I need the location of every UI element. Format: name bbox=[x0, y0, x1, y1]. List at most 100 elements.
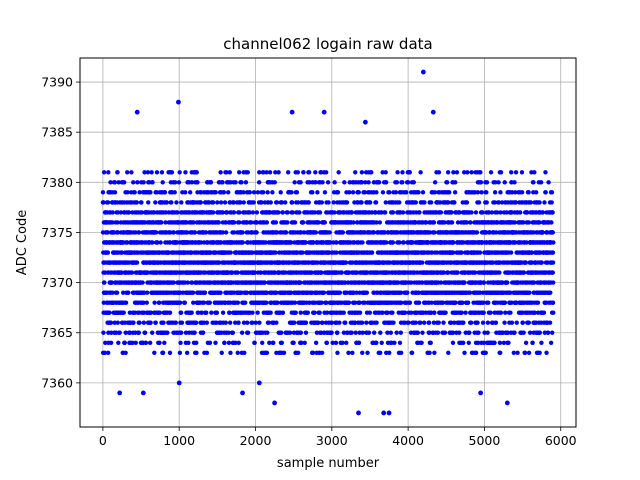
data-point bbox=[241, 200, 246, 205]
data-point bbox=[230, 330, 236, 335]
data-point bbox=[245, 320, 250, 325]
data-point bbox=[319, 300, 324, 305]
data-point bbox=[395, 170, 400, 175]
data-point bbox=[108, 340, 114, 345]
data-point bbox=[455, 270, 460, 275]
data-point bbox=[465, 170, 470, 175]
data-point bbox=[438, 210, 444, 215]
data-point bbox=[148, 320, 153, 325]
data-point bbox=[141, 300, 146, 305]
data-point bbox=[153, 200, 158, 205]
data-point bbox=[285, 220, 290, 225]
data-point bbox=[390, 210, 396, 215]
data-point bbox=[272, 180, 277, 185]
data-point bbox=[298, 180, 303, 185]
data-point bbox=[191, 300, 196, 305]
data-point bbox=[420, 260, 425, 265]
data-point bbox=[419, 340, 424, 345]
data-point bbox=[353, 170, 358, 175]
data-point bbox=[374, 320, 379, 325]
data-point bbox=[161, 320, 166, 325]
data-point bbox=[279, 330, 284, 335]
data-point bbox=[218, 170, 223, 175]
data-point bbox=[178, 330, 184, 335]
data-point bbox=[123, 330, 128, 335]
data-point bbox=[360, 330, 365, 335]
data-point bbox=[112, 320, 117, 325]
data-point bbox=[391, 320, 396, 325]
data-point bbox=[336, 170, 341, 175]
data-point bbox=[276, 210, 281, 215]
data-point bbox=[292, 220, 298, 225]
data-point bbox=[270, 190, 275, 195]
data-point bbox=[152, 350, 157, 355]
data-point bbox=[292, 300, 298, 305]
data-point bbox=[220, 180, 225, 185]
data-point bbox=[257, 320, 262, 325]
data-point bbox=[204, 310, 209, 315]
data-point bbox=[225, 190, 231, 195]
data-point bbox=[398, 330, 403, 335]
data-point bbox=[141, 180, 146, 185]
data-point bbox=[129, 170, 134, 175]
data-point bbox=[344, 340, 349, 345]
data-point bbox=[250, 210, 256, 215]
data-point bbox=[227, 170, 232, 175]
data-point bbox=[171, 280, 176, 285]
data-point bbox=[186, 340, 191, 345]
data-point bbox=[469, 210, 474, 215]
data-point bbox=[185, 280, 191, 285]
data-point bbox=[313, 340, 319, 345]
data-point bbox=[271, 340, 276, 345]
data-point bbox=[112, 180, 118, 185]
data-point bbox=[379, 340, 384, 345]
data-point bbox=[473, 210, 479, 215]
data-point bbox=[153, 320, 158, 325]
data-point bbox=[109, 330, 114, 335]
data-point bbox=[357, 300, 362, 305]
data-point bbox=[359, 170, 365, 175]
data-point bbox=[305, 310, 310, 315]
data-point bbox=[444, 180, 450, 185]
data-point bbox=[137, 190, 142, 195]
data-point bbox=[368, 200, 373, 205]
data-point bbox=[397, 340, 403, 345]
data-point bbox=[400, 210, 406, 215]
data-point bbox=[323, 170, 329, 175]
data-point bbox=[117, 330, 122, 335]
data-point bbox=[242, 350, 247, 355]
data-point bbox=[160, 180, 165, 185]
data-point bbox=[426, 320, 432, 325]
data-point bbox=[256, 180, 262, 185]
data-point bbox=[397, 200, 402, 205]
data-point bbox=[377, 220, 383, 225]
data-point bbox=[449, 210, 454, 215]
data-point bbox=[149, 170, 154, 175]
data-point bbox=[177, 350, 183, 355]
data-point bbox=[316, 320, 321, 325]
data-point bbox=[473, 350, 479, 355]
data-point bbox=[287, 330, 293, 335]
data-point bbox=[108, 320, 114, 325]
data-point bbox=[236, 320, 241, 325]
data-point bbox=[350, 190, 356, 195]
data-point bbox=[125, 170, 130, 175]
data-point bbox=[292, 180, 297, 185]
data-point bbox=[150, 180, 155, 185]
data-point bbox=[392, 340, 397, 345]
data-point bbox=[374, 340, 379, 345]
data-point bbox=[169, 200, 174, 205]
data-point bbox=[310, 190, 315, 195]
data-point bbox=[267, 170, 273, 175]
data-point bbox=[388, 330, 393, 335]
data-point bbox=[374, 190, 379, 195]
data-point bbox=[119, 270, 124, 275]
data-point bbox=[169, 170, 175, 175]
data-point bbox=[183, 330, 189, 335]
data-point bbox=[250, 310, 255, 315]
data-point bbox=[453, 300, 458, 305]
data-point bbox=[149, 330, 155, 335]
data-point bbox=[165, 330, 170, 335]
data-point bbox=[240, 240, 246, 245]
data-point bbox=[130, 340, 135, 345]
